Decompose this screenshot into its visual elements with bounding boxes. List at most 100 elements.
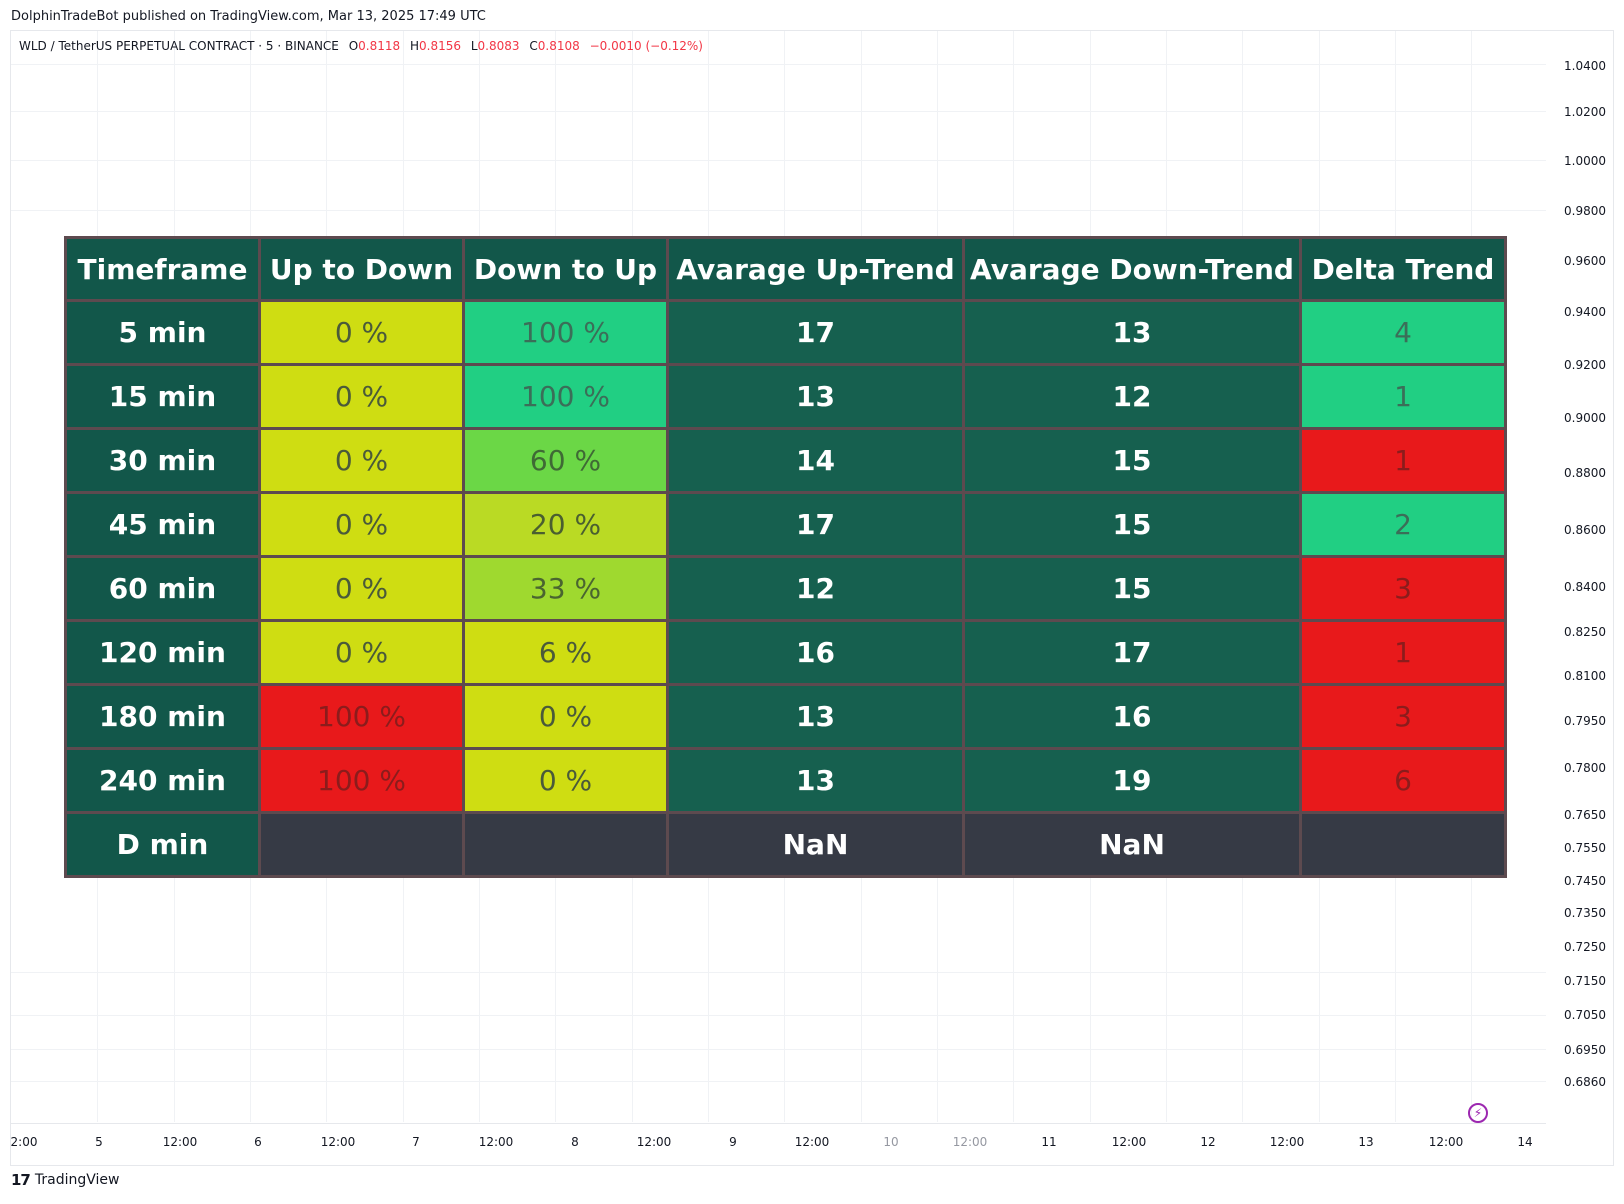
- table-row: 45 min 0 % 20 % 17 15 2: [64, 491, 1507, 558]
- down-to-up-cell: 20 %: [462, 491, 669, 558]
- timeframe-cell: D min: [64, 811, 261, 878]
- header-average-up-trend: Avarage Up-Trend: [666, 236, 965, 302]
- delta-trend-cell: 3: [1299, 555, 1507, 622]
- price-label: 0.8100: [1564, 669, 1606, 683]
- table-row: 180 min 100 % 0 % 13 16 3: [64, 683, 1507, 750]
- up-to-down-cell: 100 %: [258, 747, 465, 814]
- timeframe-cell: 120 min: [64, 619, 261, 686]
- avg-down-trend-cell: 17: [962, 619, 1302, 686]
- timeframe-cell: 60 min: [64, 555, 261, 622]
- low-value: 0.8083: [477, 39, 520, 53]
- grid-line: [11, 1081, 1546, 1082]
- price-label: 0.9600: [1564, 254, 1606, 268]
- delta-trend-cell: 4: [1299, 299, 1507, 366]
- down-to-up-cell: 33 %: [462, 555, 669, 622]
- time-label: 10: [883, 1135, 899, 1149]
- price-label: 0.9200: [1564, 358, 1606, 372]
- time-label: 6: [254, 1135, 262, 1149]
- header-delta-trend: Delta Trend: [1299, 236, 1507, 302]
- down-to-up-cell: 100 %: [462, 299, 669, 366]
- tradingview-logo[interactable]: 17 TradingView: [11, 1171, 119, 1189]
- avg-up-trend-cell: NaN: [666, 811, 965, 878]
- grid-line: [11, 160, 1546, 161]
- timeframe-cell: 45 min: [64, 491, 261, 558]
- up-to-down-cell: 100 %: [258, 683, 465, 750]
- grid-line: [11, 111, 1546, 112]
- close-value: 0.8108: [537, 39, 580, 53]
- avg-down-trend-cell: 19: [962, 747, 1302, 814]
- avg-up-trend-cell: 17: [666, 299, 965, 366]
- time-label: 12:00: [636, 1135, 672, 1149]
- price-label: 0.7250: [1564, 940, 1606, 954]
- down-to-up-cell: 60 %: [462, 427, 669, 494]
- delta-trend-cell: 3: [1299, 683, 1507, 750]
- grid-line: [11, 972, 1546, 973]
- chart-frame: [10, 30, 1614, 1166]
- avg-up-trend-cell: 16: [666, 619, 965, 686]
- time-label: 12:00: [794, 1135, 830, 1149]
- avg-down-trend-cell: 13: [962, 299, 1302, 366]
- time-label: 12:00: [1269, 1135, 1305, 1149]
- price-label: 0.7800: [1564, 761, 1606, 775]
- avg-down-trend-cell: NaN: [962, 811, 1302, 878]
- avg-down-trend-cell: 16: [962, 683, 1302, 750]
- low-key: L: [470, 39, 478, 53]
- down-to-up-cell: 100 %: [462, 363, 669, 430]
- price-label: 0.8400: [1564, 580, 1606, 594]
- symbol-legend[interactable]: WLD / TetherUS PERPETUAL CONTRACT · 5 · …: [19, 39, 703, 53]
- publisher-credit: DolphinTradeBot published on TradingView…: [11, 9, 486, 24]
- price-label: 1.0400: [1564, 59, 1606, 73]
- time-label: 8: [571, 1135, 579, 1149]
- open-key: O: [348, 39, 359, 53]
- delta-trend-cell: 1: [1299, 363, 1507, 430]
- time-label: 12: [1200, 1135, 1216, 1149]
- table-row: 5 min 0 % 100 % 17 13 4: [64, 299, 1507, 366]
- down-to-up-cell: 6 %: [462, 619, 669, 686]
- price-label: 0.7150: [1564, 974, 1606, 988]
- up-to-down-cell: [258, 811, 465, 878]
- time-label: 12:00: [1111, 1135, 1147, 1149]
- table-row: 120 min 0 % 6 % 16 17 1: [64, 619, 1507, 686]
- high-key: H: [410, 39, 420, 53]
- up-to-down-cell: 0 %: [258, 619, 465, 686]
- avg-up-trend-cell: 12: [666, 555, 965, 622]
- avg-up-trend-cell: 14: [666, 427, 965, 494]
- time-label: 12:00: [320, 1135, 356, 1149]
- price-change: −0.0010 (−0.12%): [589, 39, 703, 53]
- time-label: 12:00: [952, 1135, 988, 1149]
- up-to-down-cell: 0 %: [258, 363, 465, 430]
- price-label: 0.8600: [1564, 523, 1606, 537]
- time-label: 12:00: [478, 1135, 514, 1149]
- price-label: 0.9800: [1564, 204, 1606, 218]
- time-label: 2:00: [10, 1135, 38, 1149]
- avg-down-trend-cell: 15: [962, 555, 1302, 622]
- time-axis[interactable]: 2:00 5 12:00 6 12:00 7 12:00 8 12:00 9 1…: [10, 1123, 1546, 1154]
- symbol-name[interactable]: WLD / TetherUS PERPETUAL CONTRACT · 5 · …: [19, 39, 339, 53]
- tradingview-mark-icon: 17: [11, 1171, 31, 1189]
- timeframe-cell: 15 min: [64, 363, 261, 430]
- avg-up-trend-cell: 17: [666, 491, 965, 558]
- lightning-icon[interactable]: ⚡: [1468, 1103, 1488, 1123]
- close-key: C: [529, 39, 538, 53]
- delta-trend-cell: [1299, 811, 1507, 878]
- time-label: 7: [412, 1135, 420, 1149]
- delta-trend-cell: 1: [1299, 427, 1507, 494]
- price-label: 0.8800: [1564, 466, 1606, 480]
- open-value: 0.8118: [358, 39, 401, 53]
- avg-down-trend-cell: 12: [962, 363, 1302, 430]
- up-to-down-cell: 0 %: [258, 491, 465, 558]
- grid-line: [11, 1049, 1546, 1050]
- down-to-up-cell: 0 %: [462, 683, 669, 750]
- delta-trend-cell: 1: [1299, 619, 1507, 686]
- table-row: 60 min 0 % 33 % 12 15 3: [64, 555, 1507, 622]
- up-to-down-cell: 0 %: [258, 299, 465, 366]
- price-axis[interactable]: 1.0400 1.0200 1.0000 0.9800 0.9600 0.940…: [1546, 31, 1614, 1122]
- price-label: 0.7350: [1564, 906, 1606, 920]
- down-to-up-cell: 0 %: [462, 747, 669, 814]
- table-header-row: Timeframe Up to Down Down to Up Avarage …: [64, 236, 1507, 302]
- price-label: 0.9400: [1564, 305, 1606, 319]
- timeframe-cell: 5 min: [64, 299, 261, 366]
- high-value: 0.8156: [419, 39, 462, 53]
- price-label: 0.7450: [1564, 874, 1606, 888]
- grid-line: [11, 210, 1546, 211]
